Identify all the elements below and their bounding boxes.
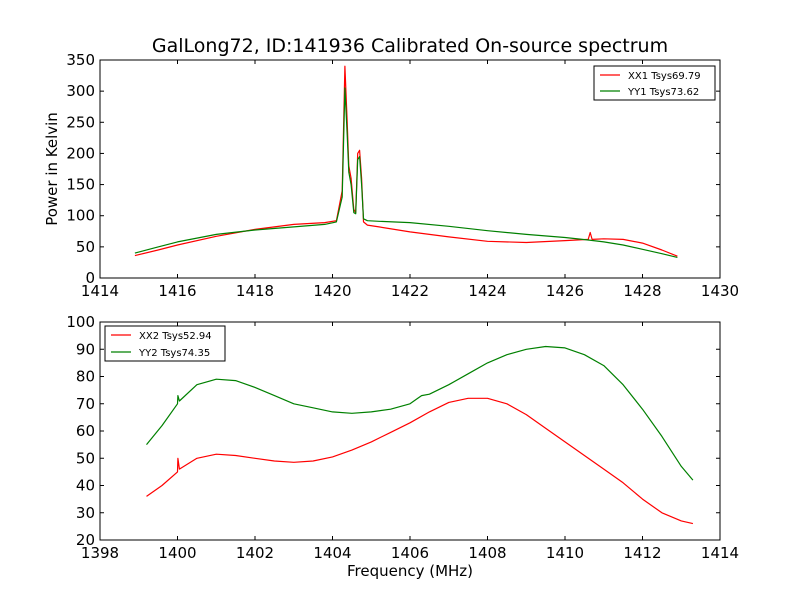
bottom-y-tick-label: 30 bbox=[76, 504, 95, 522]
top-x-tick-label: 1426 bbox=[546, 282, 584, 300]
bottom-x-tick-label: 1412 bbox=[623, 544, 661, 562]
bottom-x-tick-label: 1410 bbox=[546, 544, 584, 562]
bottom-y-tick-label: 100 bbox=[66, 313, 95, 331]
bottom-x-tick-label: 1406 bbox=[391, 544, 429, 562]
top-x-tick-label: 1416 bbox=[158, 282, 196, 300]
legend-label-xx2: XX2 Tsys52.94 bbox=[139, 331, 212, 342]
top-y-tick-label: 300 bbox=[66, 82, 95, 100]
top-series-yy1-line bbox=[134, 87, 678, 258]
bottom-legend: XX2 Tsys52.94 YY2 Tsys74.35 bbox=[104, 325, 226, 362]
top-y-tick-label: 250 bbox=[66, 113, 95, 131]
top-y-tick-label: 0 bbox=[85, 269, 95, 287]
bottom-legend-box bbox=[104, 325, 226, 362]
top-x-tick-label: 1428 bbox=[623, 282, 661, 300]
top-x-tick-label: 1414 bbox=[81, 282, 119, 300]
bottom-panel: 1398 1400 1402 1404 1406 1408 1410 1412 1414 20 30… bbox=[66, 313, 739, 580]
top-y-tick-label: 200 bbox=[66, 144, 95, 162]
legend-label-xx1: XX1 Tsys69.79 bbox=[628, 71, 701, 82]
top-x-tick-label: 1422 bbox=[391, 282, 429, 300]
bottom-y-tick-label: 50 bbox=[76, 449, 95, 467]
bottom-x-tick-label: 1400 bbox=[158, 544, 196, 562]
bottom-x-tick-label: 1404 bbox=[313, 544, 351, 562]
bottom-y-tick-label: 40 bbox=[76, 477, 95, 495]
top-y-tick-label: 100 bbox=[66, 207, 95, 225]
top-legend-box bbox=[593, 65, 716, 101]
top-plot-area: 1414 1416 1418 1420 1422 1424 1426 1428 1430 0 50 1… bbox=[66, 51, 739, 300]
top-plot-frame bbox=[99, 59, 721, 279]
top-y-tick-label: 50 bbox=[76, 238, 95, 256]
legend-label-yy2: YY2 Tsys74.35 bbox=[138, 348, 210, 359]
top-x-tick-label: 1430 bbox=[701, 282, 739, 300]
bottom-y-tick-label: 80 bbox=[76, 368, 95, 386]
bottom-y-tick-label: 20 bbox=[76, 531, 95, 549]
top-x-tick-label: 1424 bbox=[468, 282, 506, 300]
top-y-tick-label: 350 bbox=[66, 51, 95, 69]
bottom-x-tick-label: 1414 bbox=[701, 544, 739, 562]
bottom-y-tick-label: 70 bbox=[76, 395, 95, 413]
top-x-tick-label: 1418 bbox=[236, 282, 274, 300]
bottom-plot-frame bbox=[99, 321, 721, 541]
x-axis-label: Frequency (MHz) bbox=[347, 562, 473, 580]
bottom-y-tick-label: 60 bbox=[76, 422, 95, 440]
bottom-x-tick-label: 1408 bbox=[468, 544, 506, 562]
y-axis-label: Power in Kelvin bbox=[43, 112, 61, 226]
bottom-series-yy2-line bbox=[146, 345, 694, 481]
top-legend: XX1 Tsys69.79 YY1 Tsys73.62 bbox=[593, 65, 716, 101]
legend-label-yy1: YY1 Tsys73.62 bbox=[627, 87, 699, 98]
bottom-x-tick-label: 1398 bbox=[81, 544, 119, 562]
top-panel: GalLong72, ID:141936 Calibrated On-sourc… bbox=[43, 35, 739, 300]
top-x-tick-label: 1420 bbox=[313, 282, 351, 300]
bottom-x-tick-label: 1402 bbox=[236, 544, 274, 562]
top-y-tick-label: 150 bbox=[66, 176, 95, 194]
bottom-y-tick-label: 90 bbox=[76, 340, 95, 358]
bottom-plot-area: 1398 1400 1402 1404 1406 1408 1410 1412 1414 20 30… bbox=[66, 313, 739, 562]
bottom-series-xx2-line bbox=[146, 397, 694, 525]
chart-title: GalLong72, ID:141936 Calibrated On-sourc… bbox=[152, 35, 668, 57]
